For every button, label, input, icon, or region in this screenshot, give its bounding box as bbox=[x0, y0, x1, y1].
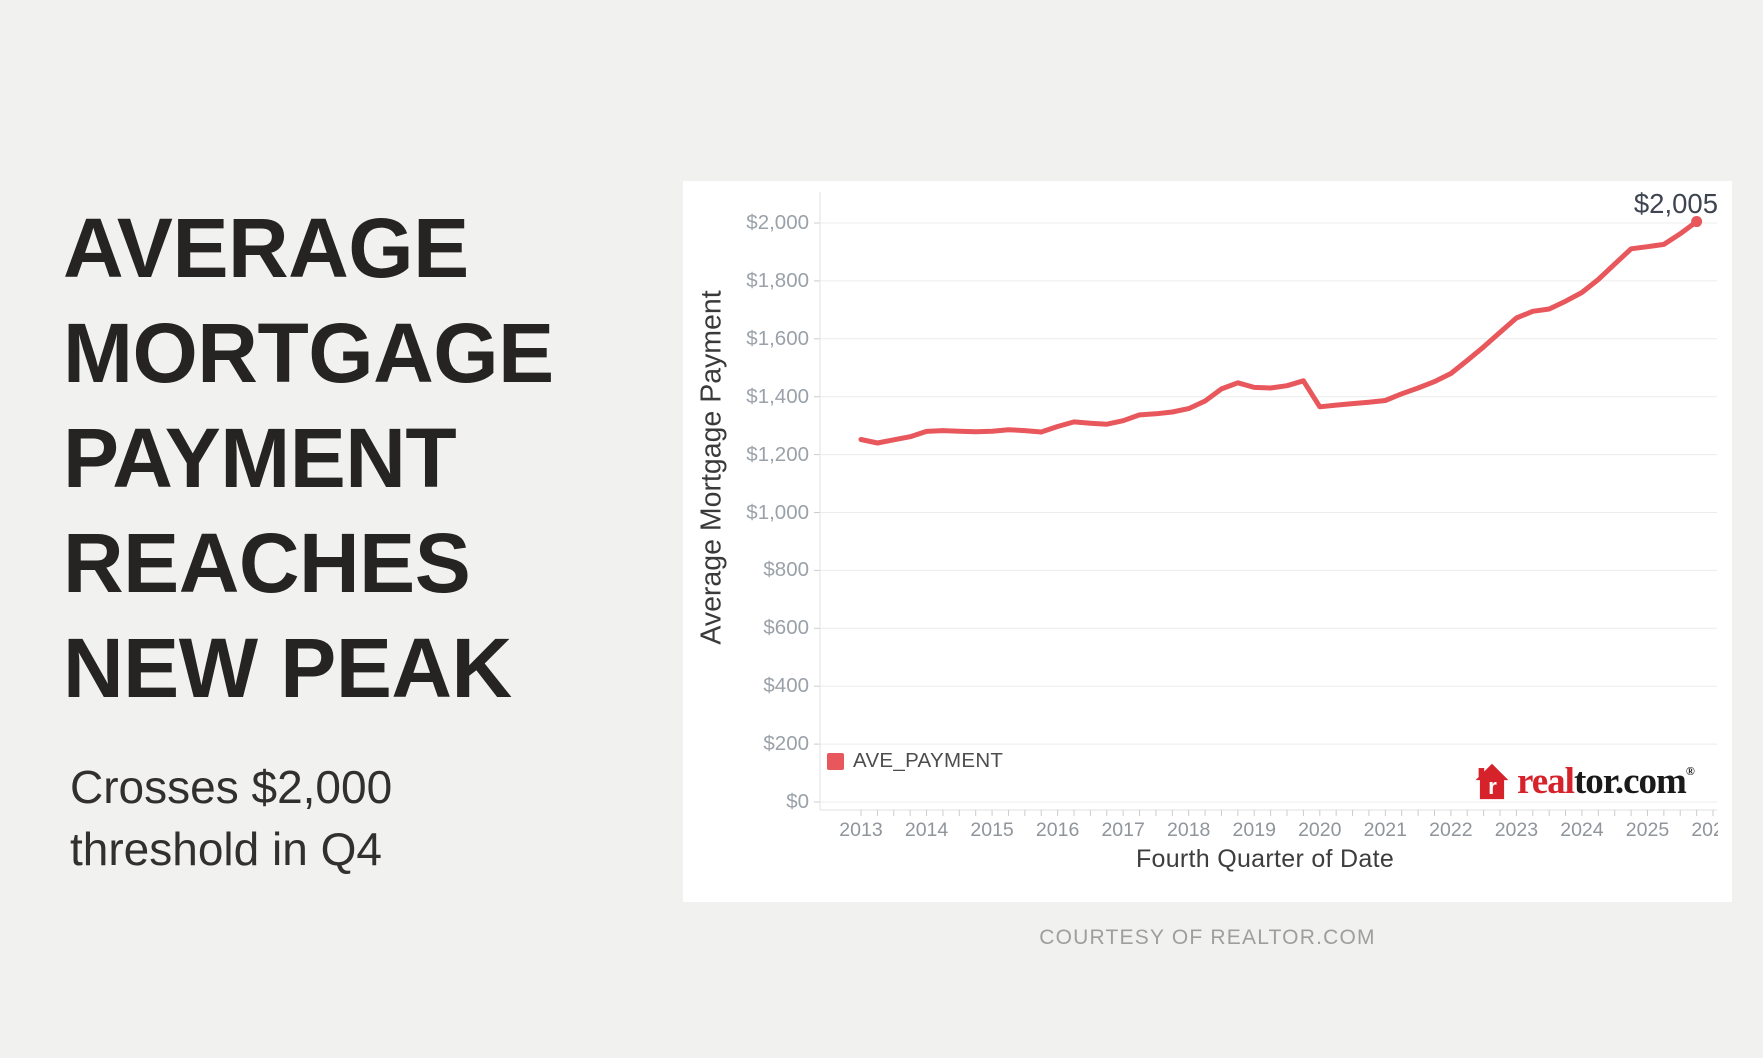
x-tick-label: 2016 bbox=[1036, 819, 1079, 841]
line-end-dot bbox=[1691, 216, 1703, 228]
house-icon-letter: r bbox=[1488, 774, 1497, 799]
x-axis-title: Fourth Quarter of Date bbox=[1135, 845, 1395, 873]
x-tick-label: 2018 bbox=[1167, 819, 1210, 841]
headline-line: NEW PEAK bbox=[63, 621, 512, 715]
x-tick-label: 2020 bbox=[1298, 819, 1342, 841]
x-tick-label: 2022 bbox=[1429, 819, 1472, 841]
realtor-logo: r realtor.com® bbox=[1473, 759, 1695, 803]
subtitle-line: Crosses $2,000 bbox=[70, 761, 393, 813]
peak-value-annotation: $2,005 bbox=[1633, 188, 1718, 219]
x-tick-label: 2019 bbox=[1233, 819, 1276, 841]
headline: AVERAGE MORTGAGE PAYMENT REACHES NEW PEA… bbox=[63, 196, 554, 721]
registered-mark: ® bbox=[1685, 763, 1695, 778]
x-tick-label: 2017 bbox=[1101, 819, 1144, 841]
courtesy-note: COURTESY OF REALTOR.COM bbox=[1039, 926, 1376, 949]
headline-line: MORTGAGE bbox=[63, 306, 554, 400]
y-tick-label: $1,600 bbox=[746, 326, 809, 350]
legend: AVE_PAYMENT bbox=[827, 749, 1003, 773]
headline-line: REACHES bbox=[63, 516, 471, 610]
plot-area: 2013 2014 2015 2016 2017 2018 2019 2020 2021 2022… bbox=[814, 192, 1718, 841]
chart-card: Average Mortgage Payment $0 $200 $400 $600 $… bbox=[683, 181, 1732, 902]
subtitle: Crosses $2,000 threshold in Q4 bbox=[70, 756, 392, 880]
y-tick-label: $800 bbox=[763, 558, 809, 582]
y-tick-label: $400 bbox=[763, 674, 809, 698]
realtor-house-icon: r bbox=[1475, 763, 1509, 800]
x-tick-label: 2015 bbox=[970, 819, 1014, 841]
y-tick-label: $1,000 bbox=[746, 500, 809, 524]
y-tick-label: $0 bbox=[786, 790, 809, 813]
x-tick-label: 2014 bbox=[905, 819, 949, 841]
legend-swatch-icon bbox=[827, 752, 844, 770]
y-tick-label: $1,800 bbox=[746, 268, 809, 292]
headline-line: PAYMENT bbox=[63, 411, 457, 505]
logo-red-part: real bbox=[1517, 760, 1575, 802]
y-tick-label: $200 bbox=[763, 732, 809, 756]
x-tick-label: 2023 bbox=[1495, 819, 1538, 841]
x-tick-label: 2024 bbox=[1560, 819, 1604, 841]
x-tick-label: 2025 bbox=[1626, 819, 1670, 841]
realtor-logo-text: realtor.com® bbox=[1517, 760, 1695, 803]
y-tick-label: $2,000 bbox=[746, 211, 809, 234]
x-tick-label: 2021 bbox=[1364, 819, 1407, 841]
subtitle-line: threshold in Q4 bbox=[70, 823, 382, 875]
x-tick-label: 2026 bbox=[1691, 819, 1718, 841]
headline-line: AVERAGE bbox=[63, 201, 469, 295]
y-tick-label: $600 bbox=[763, 616, 809, 640]
y-tick-label: $1,200 bbox=[746, 442, 809, 466]
payment-line bbox=[858, 219, 1700, 446]
x-tick-label: 2013 bbox=[839, 819, 882, 841]
logo-black-part: tor.com bbox=[1573, 760, 1687, 802]
y-tick-label: $1,400 bbox=[746, 384, 809, 408]
legend-label: AVE_PAYMENT bbox=[853, 749, 1004, 772]
